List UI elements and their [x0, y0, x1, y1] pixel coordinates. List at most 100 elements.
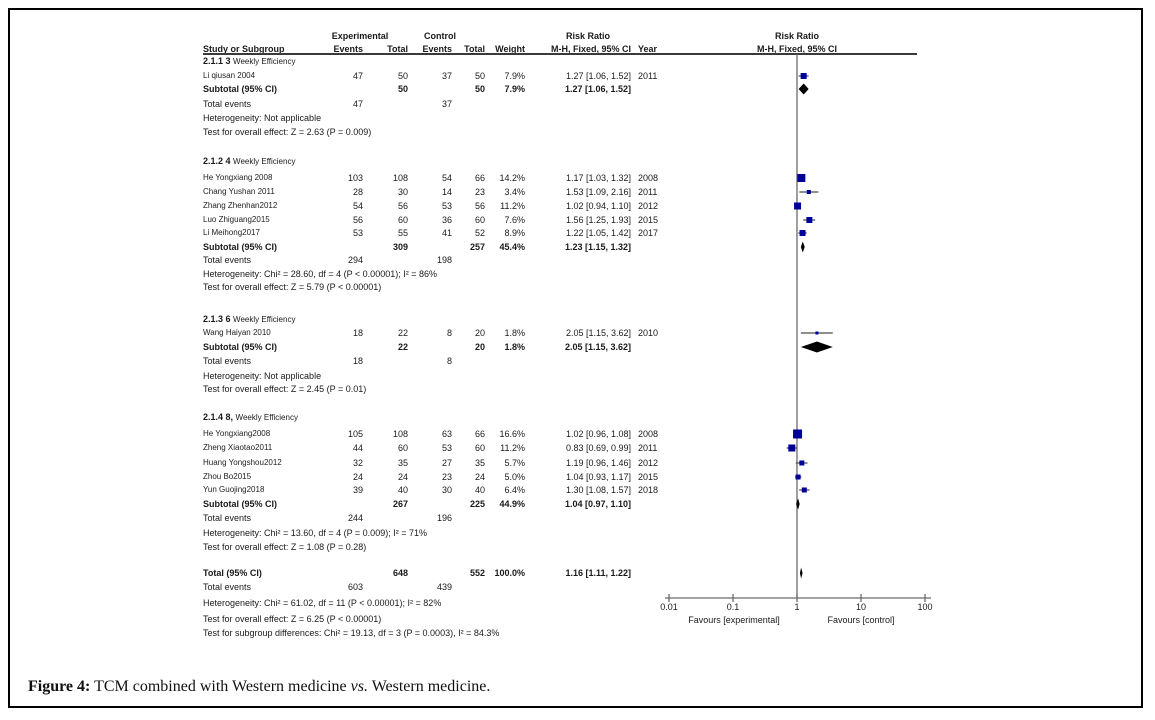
study-ctrl-total: 66 — [474, 173, 485, 183]
subtotal-label: Subtotal (95% CI) — [203, 499, 278, 509]
study-year: 2012 — [638, 201, 659, 211]
study-year: 2011 — [638, 187, 658, 197]
subgroup-differences-row: Test for subgroup differences: Chi² = 19… — [0, 627, 1155, 639]
study-row: Zhou Bo2015 24 24 23 24 5.0% 1.04 [0.93,… — [0, 471, 1155, 483]
col-ci-header-right: M-H, Fixed, 95% CI — [756, 44, 837, 54]
study-rr-ci: 1.04 [0.93, 1.17] — [565, 472, 631, 482]
total-events-ctrl: 196 — [436, 513, 452, 523]
study-year: 2010 — [638, 328, 659, 338]
overall-effect-text: Test for overall effect: Z = 1.08 (P = 0… — [203, 542, 367, 552]
study-rr-ci: 1.22 [1.05, 1.42] — [565, 228, 631, 238]
study-weight: 5.7% — [504, 458, 525, 468]
grand-total-row: Total (95% CI) 648 552 100.0% 1.16 [1.11… — [0, 567, 1155, 579]
study-exp-events: 18 — [352, 328, 363, 338]
study-row: Li qiusan 2004 47 50 37 50 7.9% 1.27 [1.… — [0, 70, 1155, 82]
study-ctrl-events: 23 — [441, 472, 452, 482]
subtotal-rr-ci: 1.04 [0.97, 1.10] — [564, 499, 631, 509]
study-exp-total: 35 — [397, 458, 408, 468]
total-events-ctrl: 198 — [436, 255, 452, 265]
study-ctrl-events: 41 — [441, 228, 452, 238]
study-exp-total: 30 — [397, 187, 408, 197]
subtotal-row: Subtotal (95% CI) 267 225 44.9% 1.04 [0.… — [0, 498, 1155, 510]
total-events-exp: 244 — [347, 513, 363, 523]
study-ctrl-total: 20 — [474, 328, 485, 338]
study-ctrl-total: 56 — [474, 201, 485, 211]
overall-effect-row: Test for overall effect: Z = 2.45 (P = 0… — [0, 383, 1155, 395]
study-ctrl-events: 53 — [441, 201, 452, 211]
section-header: 2.1.2 4 Weekly Efficiency — [0, 155, 1155, 167]
col-total2-header: Total — [464, 44, 485, 54]
section-label: Weekly Efficiency — [233, 157, 296, 166]
total-events-row: Total events 244 196 — [0, 512, 1155, 524]
col-year-header: Year — [638, 44, 658, 54]
section-header: 2.1.3 6 Weekly Efficiency — [0, 313, 1155, 325]
study-rr-ci: 1.53 [1.09, 2.16] — [565, 187, 631, 197]
study-ctrl-total: 50 — [474, 71, 485, 81]
study-weight: 6.4% — [504, 485, 525, 495]
study-weight: 7.9% — [504, 71, 525, 81]
study-exp-events: 28 — [352, 187, 363, 197]
study-year: 2011 — [638, 443, 658, 453]
study-name: Zheng Xiaotao2011 — [203, 443, 273, 452]
heterogeneity-text: Heterogeneity: Chi² = 28.60, df = 4 (P <… — [203, 269, 437, 279]
study-exp-total: 108 — [392, 173, 408, 183]
col-ci-header: M-H, Fixed, 95% CI — [550, 44, 631, 54]
grand-total-rr-ci: 1.16 [1.11, 1.22] — [565, 568, 631, 578]
study-ctrl-total: 66 — [474, 429, 485, 439]
heterogeneity-row: Heterogeneity: Chi² = 61.02, df = 11 (P … — [0, 597, 1155, 609]
header-underline — [203, 53, 917, 55]
overall-effect-row: Test for overall effect: Z = 1.08 (P = 0… — [0, 541, 1155, 553]
study-year: 2008 — [638, 429, 659, 439]
study-exp-events: 105 — [347, 429, 363, 439]
study-rr-ci: 1.30 [1.08, 1.57] — [565, 485, 631, 495]
study-exp-total: 24 — [397, 472, 408, 482]
risk-ratio-header-left: Risk Ratio — [565, 31, 610, 41]
study-ctrl-events: 30 — [441, 485, 452, 495]
study-rr-ci: 1.56 [1.25, 1.93] — [565, 215, 631, 225]
study-exp-events: 56 — [352, 215, 363, 225]
study-rr-ci: 0.83 [0.69, 0.99] — [565, 443, 631, 453]
figure-caption-tail: Western medicine. — [367, 678, 491, 695]
study-row: Yun Guojing2018 39 40 30 40 6.4% 1.30 [1… — [0, 484, 1155, 496]
overall-effect-text: Test for overall effect: Z = 6.25 (P < 0… — [203, 614, 382, 624]
total-events-label: Total events — [203, 99, 252, 109]
heterogeneity-text: Heterogeneity: Not applicable — [203, 113, 322, 123]
study-row: Zhang Zhenhan2012 54 56 53 56 11.2% 1.02… — [0, 200, 1155, 212]
study-row: Zheng Xiaotao2011 44 60 53 60 11.2% 0.83… — [0, 442, 1155, 454]
overall-effect-row: Test for overall effect: Z = 5.79 (P < 0… — [0, 281, 1155, 293]
study-exp-events: 39 — [352, 485, 363, 495]
study-exp-total: 108 — [392, 429, 408, 439]
study-weight: 3.4% — [504, 187, 525, 197]
study-weight: 16.6% — [499, 429, 525, 439]
study-rr-ci: 1.17 [1.03, 1.32] — [565, 173, 631, 183]
study-row: Wang Haiyan 2010 18 22 8 20 1.8% 2.05 [1… — [0, 327, 1155, 339]
axis-tick-10: 10 — [855, 602, 866, 612]
subtotal-weight: 1.8% — [504, 342, 525, 352]
subtotal-ctrl-total: 225 — [469, 499, 485, 509]
study-rr-ci: 1.02 [0.96, 1.08] — [565, 429, 631, 439]
header-group-row: Experimental Control Risk Ratio Risk Rat… — [0, 30, 1155, 42]
experimental-group-header: Experimental — [331, 31, 389, 41]
figure-caption: Figure 4: TCM combined with Western medi… — [28, 678, 490, 696]
study-row: Chang Yushan 2011 28 30 14 23 3.4% 1.53 … — [0, 186, 1155, 198]
heterogeneity-row: Heterogeneity: Not applicable — [0, 370, 1155, 382]
subtotal-label: Subtotal (95% CI) — [203, 84, 278, 94]
study-ctrl-total: 24 — [474, 472, 485, 482]
study-name: Li Meihong2017 — [203, 228, 260, 237]
study-exp-events: 54 — [352, 201, 363, 211]
study-weight: 8.9% — [504, 228, 525, 238]
section-label: Weekly Efficiency — [233, 57, 296, 66]
axis-tick-1: 1 — [794, 602, 800, 612]
grand-total-weight: 100.0% — [494, 568, 525, 578]
subtotal-ctrl-total: 257 — [469, 242, 485, 252]
section-id: 2.1.4 8, — [203, 412, 234, 422]
study-name: He Yongxiang 2008 — [203, 173, 273, 182]
study-exp-events: 32 — [352, 458, 363, 468]
overall-effect-row: Test for overall effect: Z = 6.25 (P < 0… — [0, 613, 1155, 625]
heterogeneity-row: Heterogeneity: Not applicable — [0, 112, 1155, 124]
section-label: Weekly Efficiency — [235, 413, 298, 422]
overall-effect-text: Test for overall effect: Z = 2.45 (P = 0… — [203, 384, 367, 394]
grand-total-label: Total (95% CI) — [203, 568, 262, 578]
total-events-exp: 18 — [352, 356, 363, 366]
study-exp-events: 44 — [352, 443, 363, 453]
